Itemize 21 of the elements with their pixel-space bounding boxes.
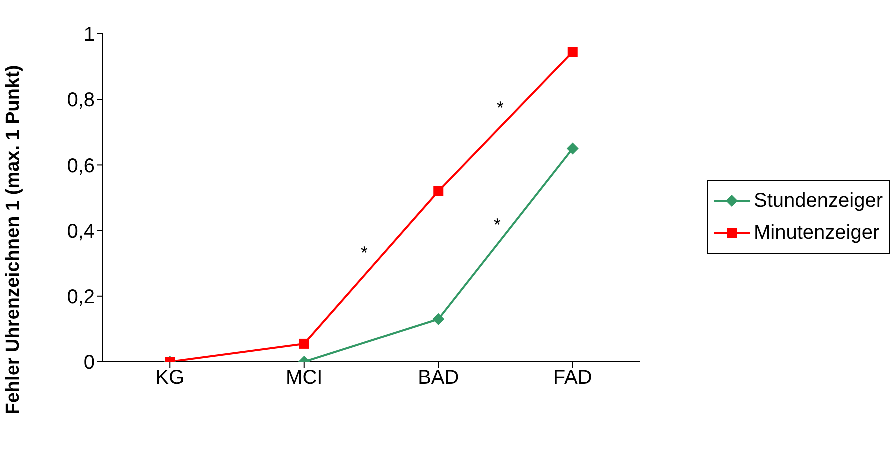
x-tick-label: BAD bbox=[418, 367, 460, 390]
legend-label: Stundenzeiger bbox=[754, 190, 883, 212]
y-axis-title: Fehler Uhrenzeichnen 1 (max. 1 Punkt) bbox=[3, 65, 25, 415]
point bbox=[566, 142, 579, 155]
x-tick-label: KG bbox=[156, 367, 185, 390]
annotation: * bbox=[494, 215, 502, 236]
annotation: * bbox=[361, 243, 368, 264]
point bbox=[568, 47, 578, 58]
y-tick-label: 1 bbox=[84, 24, 95, 46]
y-tick-label: 0,2 bbox=[67, 286, 95, 308]
y-tick-label: 0,6 bbox=[67, 155, 95, 178]
y-tick-label: 0,8 bbox=[67, 90, 95, 112]
point bbox=[299, 338, 310, 349]
point bbox=[434, 186, 444, 196]
legend-label: Minutenzeiger bbox=[754, 222, 880, 244]
annotation: * bbox=[497, 98, 504, 119]
x-tick-label: FAD bbox=[553, 367, 592, 390]
y-tick-label: 0 bbox=[84, 352, 95, 374]
x-tick-label: MCI bbox=[286, 367, 323, 390]
point bbox=[432, 313, 445, 326]
y-tick-label: 0,4 bbox=[67, 220, 95, 243]
